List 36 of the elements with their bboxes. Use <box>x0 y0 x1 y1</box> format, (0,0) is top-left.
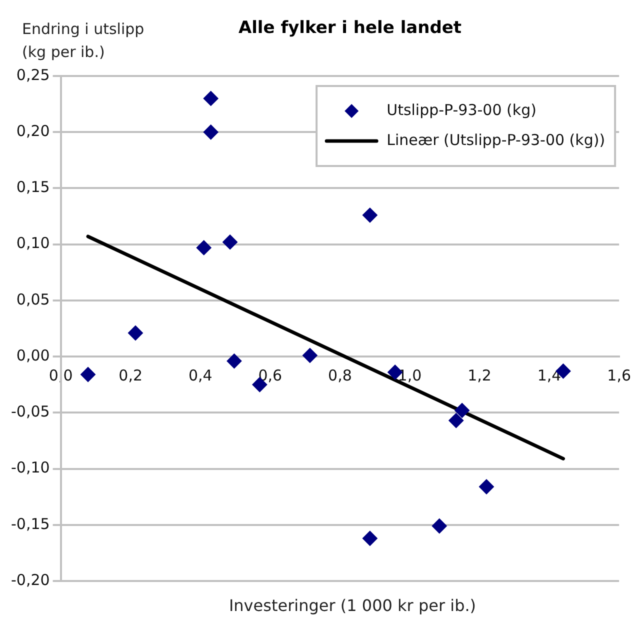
x-tick-label: 1,2 <box>468 366 492 384</box>
point <box>362 530 378 546</box>
y-tick-label: -0,15 <box>11 514 50 533</box>
y-tick-label: 0,05 <box>16 290 50 308</box>
y-tick-label: 0,00 <box>16 346 50 364</box>
chart-title: Alle fylker i hele landet <box>237 18 463 38</box>
point <box>226 354 242 369</box>
point <box>448 413 464 428</box>
point <box>128 325 143 340</box>
y-tick-label: -0,10 <box>11 458 50 477</box>
point <box>454 402 470 418</box>
point <box>203 124 218 140</box>
y-axis-title: Endring i utslipp (kg per ib.) <box>22 19 146 63</box>
x-tick-label: 0,4 <box>188 366 212 384</box>
y-tick-label: 0,15 <box>16 178 50 196</box>
y-tick-label: 0,20 <box>16 122 50 140</box>
x-axis-title: Investeringer (1 000 kr per ib.) <box>228 596 478 615</box>
x-tick-label: 0,6 <box>258 366 282 384</box>
legend-label: Utslipp-P-93-00 (kg) <box>386 100 536 119</box>
point <box>478 479 494 494</box>
point <box>362 208 378 223</box>
x-tick-label: 1,0 <box>398 366 422 384</box>
point <box>302 348 318 363</box>
x-tick-label: 0,8 <box>328 366 352 384</box>
legend-label: Lineær (Utslipp-P-93-00 (kg)) <box>386 130 606 149</box>
point <box>222 234 238 250</box>
point <box>80 367 96 382</box>
point <box>196 240 212 256</box>
point <box>203 90 218 106</box>
y-tick-label: 0,25 <box>16 66 50 84</box>
x-tick-label: 1,6 <box>607 366 631 384</box>
point <box>432 518 447 534</box>
x-tick-label: 0,2 <box>118 366 143 384</box>
y-tick-label: -0,05 <box>11 402 50 421</box>
y-tick-label: -0,20 <box>11 570 50 589</box>
y-tick-label: 0,10 <box>16 234 50 252</box>
